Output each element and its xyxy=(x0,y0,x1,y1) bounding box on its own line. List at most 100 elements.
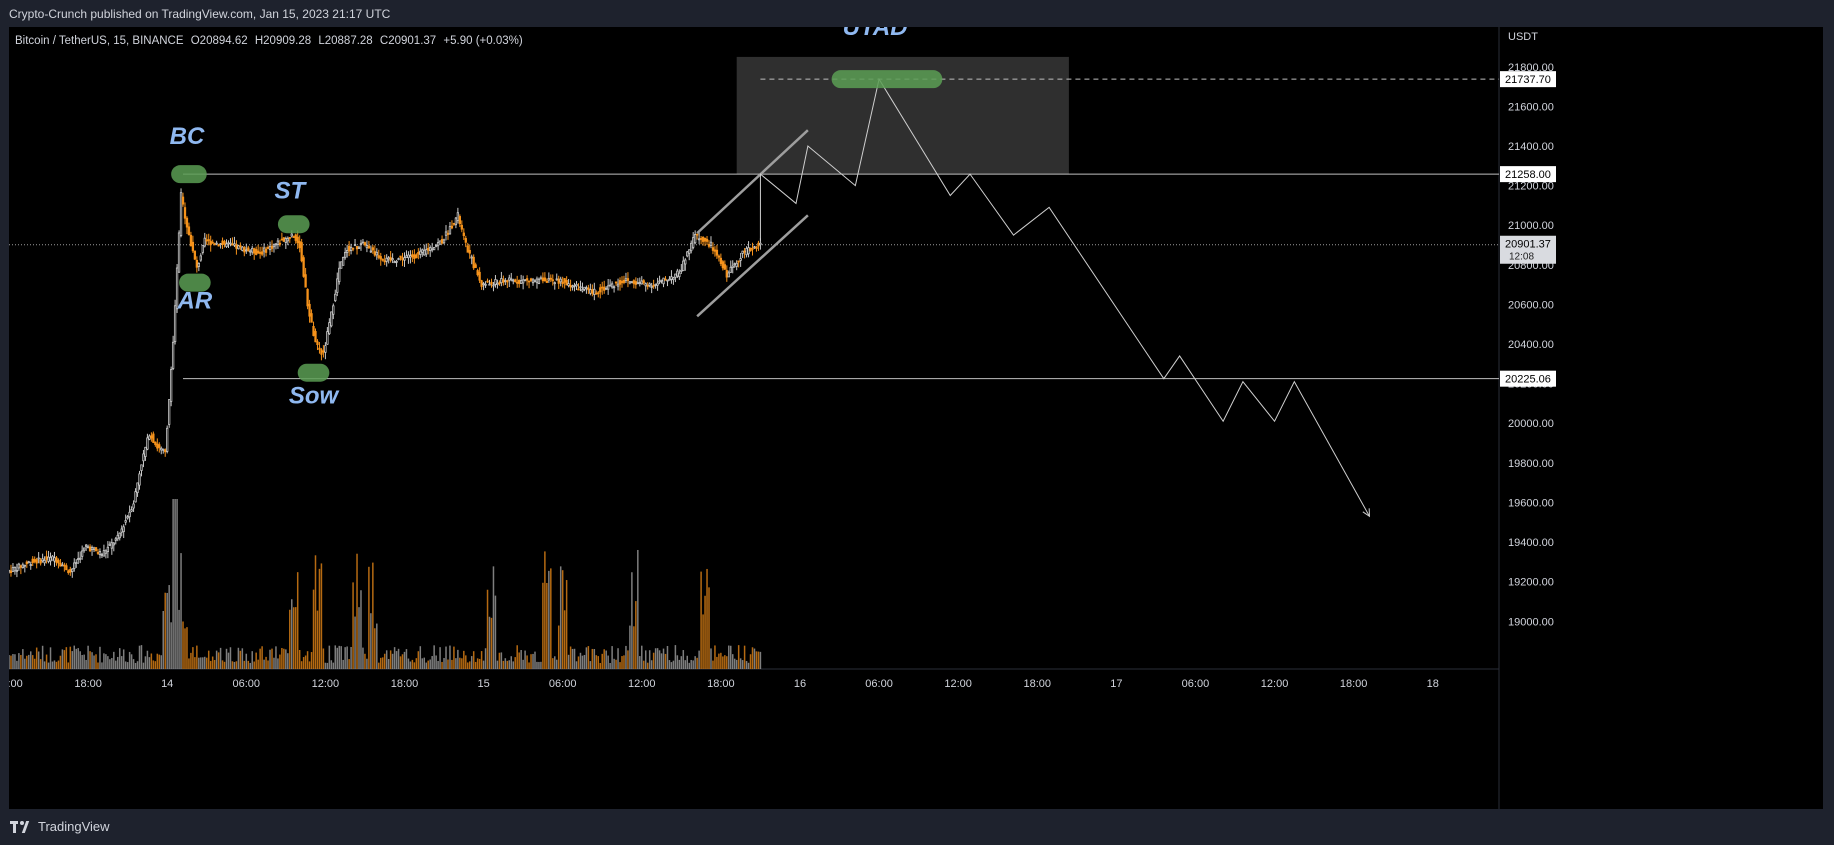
volume-bar xyxy=(528,662,530,669)
volume-bar xyxy=(435,655,437,669)
volume-bar xyxy=(9,655,10,669)
candle-body xyxy=(644,283,647,287)
volume-bar xyxy=(105,654,107,669)
volume-bar xyxy=(407,658,410,669)
price-axis[interactable]: 21800.00 21600.00 21400.00 21200.00 21000.00… xyxy=(1508,62,1554,628)
volume-bar xyxy=(340,646,342,669)
volume-bar xyxy=(31,655,34,669)
candle-body xyxy=(65,565,68,571)
volume-bar xyxy=(97,662,99,669)
price-chart[interactable]: USDT UTAD BC ST AR Sow 21800.00 21600.00 21400… xyxy=(9,27,1823,809)
candle-body xyxy=(597,292,600,295)
candle-body xyxy=(57,560,60,564)
candle-body xyxy=(304,274,307,288)
candle-body xyxy=(75,562,78,564)
volume-bar xyxy=(281,648,283,669)
volume-bar xyxy=(552,658,554,669)
candle-body xyxy=(98,551,102,555)
candle-body xyxy=(363,242,367,246)
volume-bar xyxy=(411,659,414,669)
volume-bar xyxy=(395,651,398,669)
candle-body xyxy=(53,557,56,562)
candle-body xyxy=(490,281,493,285)
volume-bar xyxy=(65,647,68,669)
candle-body xyxy=(166,427,169,452)
volume-bar xyxy=(757,651,760,669)
volume-bar xyxy=(540,661,542,669)
candle-body xyxy=(243,247,246,253)
candle-body xyxy=(108,543,111,546)
volume-bar xyxy=(656,648,659,669)
volume-bar xyxy=(565,580,568,669)
candle-body xyxy=(175,267,179,310)
volume-bar xyxy=(24,658,26,669)
x-tick-label: 06:00 xyxy=(1182,678,1210,690)
candle-body xyxy=(725,270,728,278)
candle-body xyxy=(658,280,661,283)
candle-body xyxy=(755,246,758,249)
candle-body xyxy=(183,207,187,219)
time-axis[interactable]: 12:00 18:00 14 06:00 12:00 18:00 15 06:00 12:00 1… xyxy=(9,678,1439,690)
candle-body xyxy=(187,226,191,236)
volume-bar xyxy=(237,647,240,669)
volume-bar xyxy=(192,647,194,669)
volume-bar xyxy=(593,649,596,669)
volume-bar xyxy=(257,659,259,669)
candle-body xyxy=(508,277,511,281)
volume-bar xyxy=(378,662,380,669)
candle-body xyxy=(713,249,717,252)
chart-frame[interactable]: USDT UTAD BC ST AR Sow 21800.00 21600.00 21400… xyxy=(9,27,1823,809)
volume-bar xyxy=(132,659,135,669)
candle-body xyxy=(257,250,260,254)
volume-bar xyxy=(555,659,558,669)
volume-bar xyxy=(662,648,665,669)
candle-body xyxy=(626,278,630,281)
volume-bar xyxy=(10,655,12,669)
candle-body xyxy=(318,347,321,350)
volume-bar xyxy=(122,649,125,669)
volume-bar xyxy=(231,661,234,669)
candle-body xyxy=(322,350,325,353)
volume-bar xyxy=(735,659,738,669)
volume-bar xyxy=(637,549,639,669)
volume-bar xyxy=(200,657,202,669)
candle-body xyxy=(37,557,40,560)
candle-body xyxy=(614,281,618,284)
volume-bar xyxy=(609,662,611,669)
open-value: O20894.62 xyxy=(190,35,248,47)
x-tick-label: 06:00 xyxy=(865,678,893,690)
candle-body xyxy=(751,247,754,250)
volume-bar xyxy=(488,616,491,669)
volume-bar xyxy=(654,648,657,669)
volume-bar xyxy=(81,655,83,669)
volume-bar xyxy=(138,645,141,669)
tradingview-logo[interactable]: TradingView xyxy=(10,819,110,834)
volume-bar xyxy=(627,650,629,669)
candle-body xyxy=(146,437,149,450)
volume-bar xyxy=(111,658,113,669)
candle-body xyxy=(345,249,349,253)
bc-highlight xyxy=(171,165,207,184)
y-tick-label: 19200.00 xyxy=(1508,577,1554,589)
volume-bar xyxy=(567,654,570,669)
candle-body xyxy=(686,251,689,257)
volume-bar xyxy=(542,582,544,669)
y-tick-label: 20600.00 xyxy=(1508,299,1554,311)
volume-bar xyxy=(506,660,509,669)
volume-bar xyxy=(658,650,661,669)
projection-path xyxy=(759,77,1370,517)
volume-bar xyxy=(241,648,244,669)
volume-bar xyxy=(447,659,449,669)
candle-body xyxy=(181,196,185,205)
candle-body xyxy=(587,287,590,291)
volume-bar xyxy=(672,660,675,669)
candle-body xyxy=(351,247,355,250)
candle-body xyxy=(607,285,610,290)
volume-bar xyxy=(393,647,396,669)
candle-body xyxy=(699,238,703,240)
volume-bar xyxy=(239,650,242,669)
candle-body xyxy=(342,256,345,266)
candle-body xyxy=(666,279,669,282)
projection-arrowhead xyxy=(1362,508,1371,518)
candle-body xyxy=(393,261,396,264)
